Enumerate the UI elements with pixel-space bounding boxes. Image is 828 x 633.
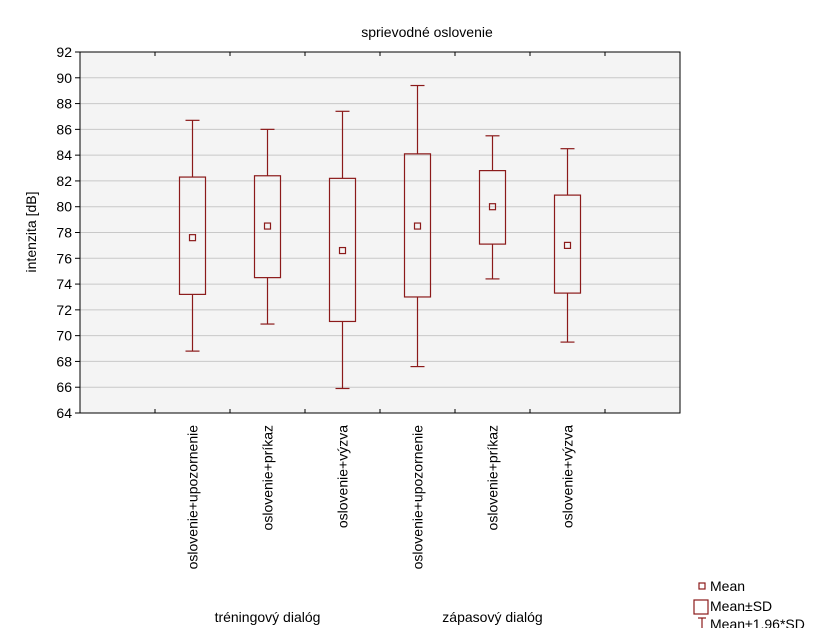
boxes-layer: [178, 84, 582, 390]
y-tick-label: 84: [56, 147, 72, 163]
sd-box: [478, 170, 507, 245]
group-label: tréningový dialóg: [215, 609, 321, 625]
legend-mean-swatch: [698, 582, 706, 590]
y-tick-label: 66: [56, 379, 72, 395]
y-tick-label: 88: [56, 96, 72, 112]
x-category-label: oslovenie+výzva: [560, 425, 576, 528]
x-axis: oslovenie+upozornenie oslovenie+príkaz osl…: [154, 52, 606, 570]
sd-box: [253, 175, 282, 279]
y-tick-label: 86: [56, 121, 72, 137]
plot-frame: [79, 51, 681, 414]
legend-label: Mean±1,96*SD: [710, 616, 805, 628]
mean-marker: [338, 246, 347, 255]
mean-marker: [188, 234, 197, 242]
y-tick-label: 90: [56, 70, 72, 86]
group-labels: tréningový dialóg zápasový dialóg: [215, 609, 543, 625]
y-axis-label: intenzita [dB]: [23, 192, 39, 273]
legend-label: Mean: [710, 578, 745, 594]
box-series-2: [253, 128, 282, 325]
x-category-label: oslovenie+výzva: [335, 425, 351, 528]
box-series-3: [328, 110, 357, 390]
group-label: zápasový dialóg: [442, 609, 542, 625]
x-category-label: oslovenie+príkaz: [485, 425, 501, 530]
x-category-label: oslovenie+upozornenie: [185, 425, 201, 570]
y-tick-label: 64: [56, 405, 72, 421]
chart-title: sprievodné oslovenie: [361, 24, 493, 40]
sd-box: [178, 176, 207, 295]
mean-marker: [488, 203, 497, 211]
y-tick-label: 68: [56, 353, 72, 369]
box-series-4: [403, 84, 432, 368]
x-category-label: oslovenie+upozornenie: [410, 425, 426, 570]
box-series-6: [553, 148, 582, 343]
y-tick-label: 74: [56, 276, 72, 292]
y-tick-label: 92: [56, 44, 72, 60]
y-tick-label: 82: [56, 173, 72, 189]
y-axis: 64 66 68 70 72 74 76 78 80 82 84 86 88 90 92: [56, 44, 80, 421]
mean-marker: [263, 222, 272, 230]
sd-box: [328, 177, 357, 323]
box-series-5: [478, 135, 507, 280]
legend-label: Mean±SD: [710, 598, 772, 614]
y-tick-label: 70: [56, 328, 72, 344]
y-tick-label: 72: [56, 302, 72, 318]
y-tick-label: 80: [56, 199, 72, 215]
y-tick-label: 76: [56, 250, 72, 266]
sd-box: [403, 153, 432, 298]
x-category-label: oslovenie+príkaz: [260, 425, 276, 530]
y-tick-label: 78: [56, 225, 72, 241]
mean-marker: [413, 222, 422, 230]
sd-box: [553, 194, 582, 294]
legend-sd-swatch: [693, 599, 709, 615]
box-series-1: [178, 119, 207, 352]
legend: Mean Mean±SD Mean±1,96*SD: [693, 578, 805, 633]
mean-marker: [563, 241, 572, 249]
